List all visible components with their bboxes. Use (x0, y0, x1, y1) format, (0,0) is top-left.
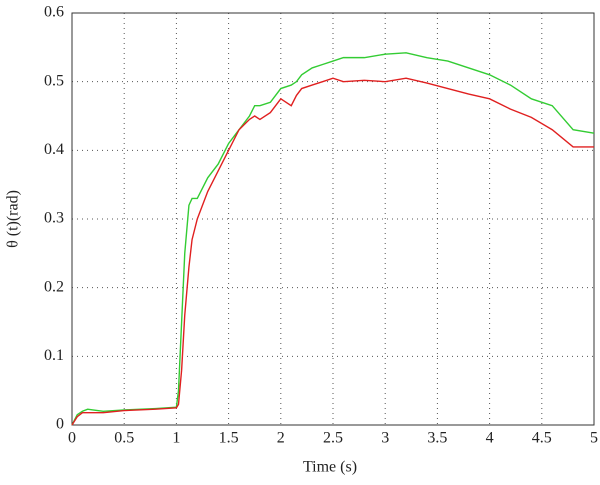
x-tick-label: 1.5 (219, 430, 239, 447)
x-tick-label: 1 (172, 430, 180, 447)
x-tick-label: 2 (277, 430, 285, 447)
x-tick-label: 5 (590, 430, 598, 447)
x-tick-label: 3.5 (427, 430, 447, 447)
x-tick-label: 0.5 (114, 430, 134, 447)
x-tick-label: 2.5 (323, 430, 343, 447)
plot-frame (71, 12, 595, 426)
x-tick-label: 3 (381, 430, 389, 447)
x-tick-label: 0 (68, 430, 76, 447)
series-line (71, 77, 594, 426)
y-axis-label: θ (t)(rad) (5, 190, 22, 248)
y-tick-label: 0 (56, 416, 64, 433)
x-axis-label: Time (s) (303, 459, 357, 476)
y-tick-label: 0.4 (44, 141, 64, 158)
y-tick-label: 0.3 (44, 210, 64, 227)
y-tick-label: 0.2 (44, 278, 64, 295)
x-tick-label: 4.5 (532, 430, 552, 447)
x-tick-label: 4 (486, 430, 494, 447)
y-tick-label: 0.5 (44, 72, 64, 89)
y-tick-label: 0.6 (44, 4, 64, 21)
y-tick-label: 0.1 (44, 347, 64, 364)
